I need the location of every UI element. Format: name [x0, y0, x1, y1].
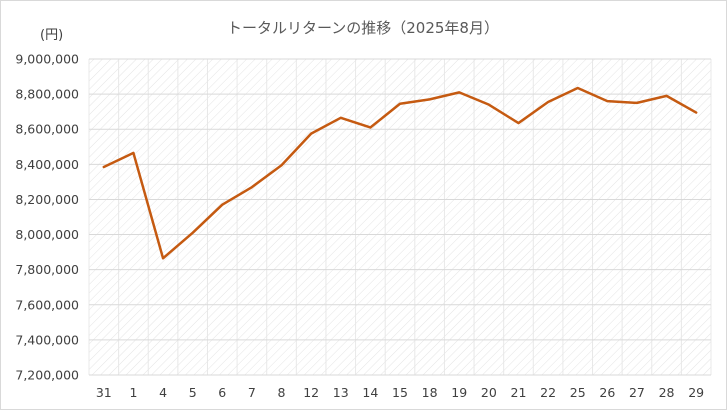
x-tick-label: 19 [451, 385, 467, 400]
chart-title: トータルリターンの推移（2025年8月） [227, 19, 499, 37]
x-tick-label: 21 [511, 385, 527, 400]
x-tick-label: 28 [659, 385, 675, 400]
plot-area-group: 7,200,000 7,400,000 7,600,000 7,800,000 8,00… [15, 52, 712, 400]
x-tick-label: 7 [248, 385, 256, 400]
x-tick-label: 14 [362, 385, 378, 400]
x-tick-label: 18 [422, 385, 438, 400]
x-tick-label: 31 [96, 385, 112, 400]
y-axis-unit-label: (円) [40, 28, 63, 43]
x-tick-label: 15 [392, 385, 408, 400]
y-tick-label: 8,800,000 [15, 87, 79, 102]
x-tick-label: 20 [481, 385, 497, 400]
x-tick-label: 26 [599, 385, 615, 400]
x-tick-label: 25 [570, 385, 586, 400]
x-tick-label: 22 [540, 385, 556, 400]
plot-area [89, 59, 711, 375]
x-tick-label: 27 [629, 385, 645, 400]
x-tick-label: 5 [189, 385, 197, 400]
y-tick-label: 8,600,000 [15, 122, 79, 137]
y-tick-label: 7,400,000 [15, 332, 79, 347]
x-tick-label: 4 [159, 385, 167, 400]
y-tick-label: 9,000,000 [15, 52, 79, 67]
x-tick-label: 29 [688, 385, 704, 400]
y-tick-label: 8,200,000 [15, 192, 79, 207]
x-tick-label: 12 [303, 385, 319, 400]
x-tick-label: 6 [218, 385, 226, 400]
y-tick-label: 8,000,000 [15, 227, 79, 242]
y-tick-label: 8,400,000 [15, 157, 79, 172]
x-tick-label: 13 [333, 385, 349, 400]
x-tick-label: 1 [129, 385, 137, 400]
series-line [102, 86, 698, 260]
y-tick-label: 7,200,000 [15, 368, 79, 383]
x-tick-label: 8 [278, 385, 286, 400]
y-tick-label: 7,800,000 [15, 262, 79, 277]
y-tick-label: 7,600,000 [15, 297, 79, 312]
